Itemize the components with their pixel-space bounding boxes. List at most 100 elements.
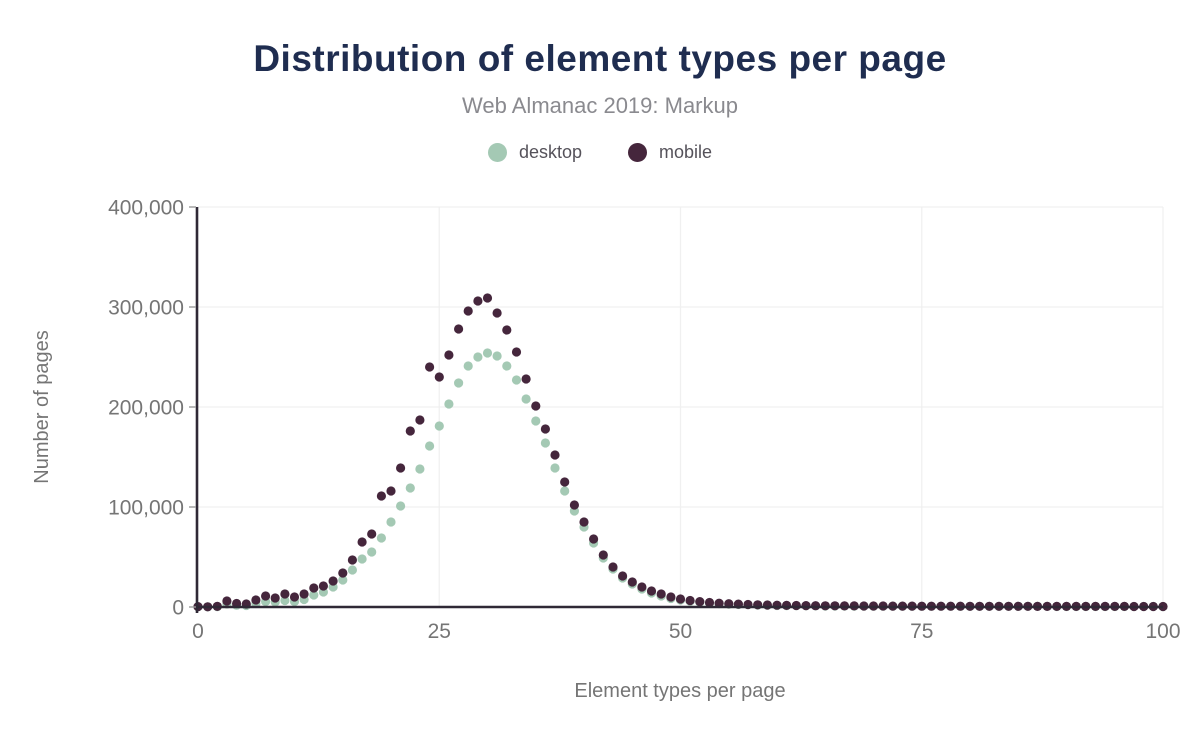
- mobile-point: [434, 372, 444, 382]
- desktop-point: [482, 348, 493, 358]
- mobile-point: [646, 586, 657, 596]
- desktop-point: [521, 394, 531, 404]
- desktop-point: [357, 554, 367, 564]
- legend-item-desktop[interactable]: desktop: [487, 142, 582, 163]
- legend-label-desktop: desktop: [518, 142, 582, 162]
- desktop-point: [338, 575, 348, 585]
- axes: [189, 206, 1163, 613]
- mobile-point: [386, 486, 396, 496]
- mobile-point: [637, 582, 647, 592]
- x-axis-title: Element types per page: [574, 680, 785, 702]
- desktop-point: [540, 438, 551, 448]
- y-axis-title: Number of pages: [31, 330, 53, 483]
- mobile-point: [289, 592, 300, 602]
- mobile-point: [608, 562, 618, 572]
- desktop-point: [531, 416, 541, 426]
- desktop-point: [386, 517, 396, 527]
- desktop-point: [550, 463, 560, 473]
- x-tick-label: 25: [428, 620, 451, 643]
- desktop-point: [309, 590, 319, 600]
- mobile-point: [540, 424, 551, 434]
- mobile-point: [550, 450, 560, 460]
- x-tick-label: 75: [910, 620, 933, 643]
- mobile-point: [695, 597, 705, 607]
- mobile-point: [531, 401, 541, 411]
- desktop-point: [454, 378, 464, 388]
- mobile-point: [560, 477, 570, 487]
- desktop-point: [280, 595, 290, 606]
- mobile-point: [444, 350, 454, 360]
- y-tick-label: 0: [172, 597, 184, 620]
- mobile-point: [511, 347, 522, 357]
- mobile-point: [376, 491, 386, 501]
- mobile-point: [415, 415, 425, 425]
- desktop-point: [463, 361, 473, 371]
- y-tick-label: 300,000: [108, 297, 184, 320]
- mobile-point: [396, 463, 406, 473]
- mobile-swatch-icon: [628, 143, 647, 162]
- desktop-point: [376, 533, 386, 543]
- desktop-point: [492, 351, 502, 361]
- mobile-point: [473, 296, 483, 306]
- mobile-point: [270, 593, 280, 603]
- mobile-point: [772, 600, 782, 610]
- legend-label-mobile: mobile: [659, 142, 713, 162]
- mobile-point: [569, 500, 580, 510]
- desktop-point: [473, 352, 483, 362]
- chart-subtitle: Web Almanac 2019: Markup: [462, 93, 738, 118]
- mobile-point: [579, 517, 589, 527]
- desktop-point: [434, 421, 444, 431]
- plot-series: [193, 293, 1168, 612]
- mobile-point: [801, 601, 811, 611]
- mobile-point: [405, 426, 415, 436]
- mobile-point: [521, 374, 531, 384]
- mobile-point: [463, 306, 473, 316]
- mobile-point: [627, 577, 637, 587]
- y-tick-label: 200,000: [108, 397, 184, 420]
- chart-title: Distribution of element types per page: [253, 38, 947, 79]
- mobile-point: [280, 589, 290, 599]
- legend: desktop mobile: [0, 142, 1200, 163]
- desktop-point: [560, 486, 570, 496]
- mobile-point: [425, 362, 435, 372]
- desktop-point: [367, 547, 377, 557]
- x-tick-label: 100: [1145, 620, 1180, 643]
- desktop-point: [405, 483, 415, 493]
- desktop-point: [502, 361, 512, 371]
- mobile-point: [714, 598, 724, 608]
- gridlines: [198, 206, 1164, 607]
- mobile-point: [299, 589, 309, 599]
- mobile-point: [309, 583, 319, 593]
- mobile-point: [502, 325, 512, 335]
- tick-labels: 0 100,000 200,000 300,000 400,000 0 25 50 75 100: [108, 197, 1180, 644]
- desktop-point: [444, 399, 454, 409]
- desktop-point: [347, 565, 357, 575]
- x-tick-label: 50: [669, 620, 692, 643]
- mobile-point: [251, 595, 261, 605]
- mobile-point: [791, 600, 801, 611]
- y-tick-label: 100,000: [108, 497, 184, 520]
- mobile-point: [656, 589, 666, 599]
- mobile-point: [666, 592, 676, 602]
- y-tick-label: 400,000: [108, 197, 184, 220]
- desktop-swatch-icon: [487, 143, 507, 162]
- mobile-point: [261, 591, 271, 601]
- desktop-point: [396, 501, 406, 511]
- mobile-point: [618, 571, 628, 581]
- legend-item-mobile[interactable]: mobile: [628, 142, 712, 163]
- mobile-point: [492, 308, 502, 318]
- desktop-point: [511, 375, 522, 385]
- mobile-point: [222, 596, 232, 606]
- mobile-point: [357, 537, 367, 547]
- mobile-point: [454, 324, 464, 334]
- desktop-point: [415, 464, 425, 474]
- mobile-point: [318, 581, 328, 591]
- mobile-point: [598, 550, 608, 560]
- mobile-point: [347, 555, 357, 565]
- x-tick-label: 0: [192, 620, 204, 643]
- mobile-point: [685, 595, 695, 606]
- mobile-point: [328, 576, 338, 586]
- mobile-point: [338, 568, 348, 578]
- mobile-point: [482, 293, 493, 303]
